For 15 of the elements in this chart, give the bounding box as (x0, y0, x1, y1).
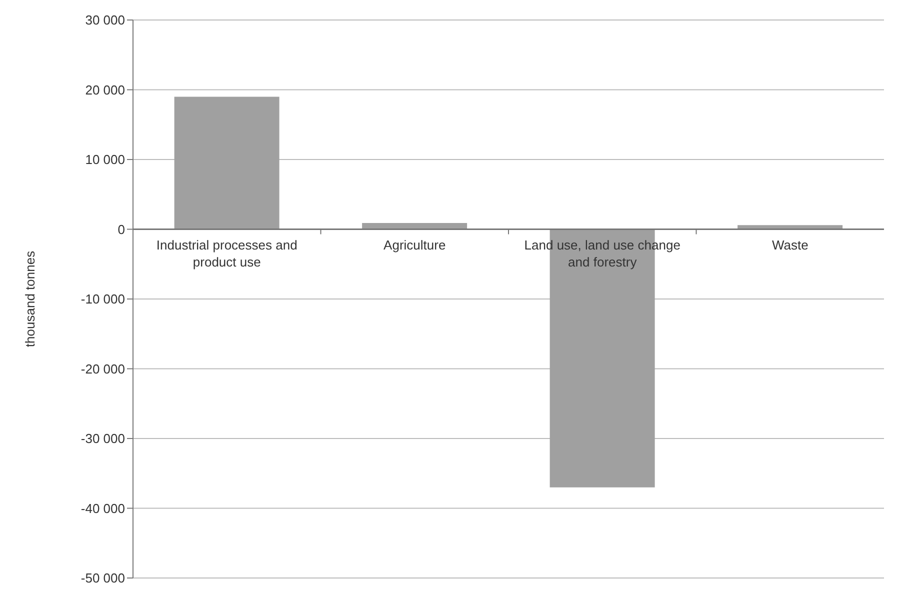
y-tick-label: 30 000 (85, 12, 125, 28)
x-tick-label: Agriculture (384, 237, 446, 252)
y-tick-label: -30 000 (80, 431, 125, 446)
x-tick-label: Waste (772, 237, 808, 252)
y-tick-label: 0 (118, 222, 125, 237)
y-tick-label: 10 000 (85, 152, 125, 168)
y-axis-title: thousand tonnes (22, 250, 38, 348)
x-tick-label: Industrial processes and product use (156, 237, 298, 270)
y-tick-label: 20 000 (85, 82, 125, 98)
y-tick-label: -10 000 (80, 292, 125, 307)
bar (174, 96, 280, 230)
x-tick-label: Land use, land use change and forestry (524, 237, 680, 270)
y-tick-label: -50 000 (80, 570, 125, 586)
y-tick-label: -40 000 (80, 500, 125, 516)
y-tick-label: -20 000 (80, 361, 125, 376)
